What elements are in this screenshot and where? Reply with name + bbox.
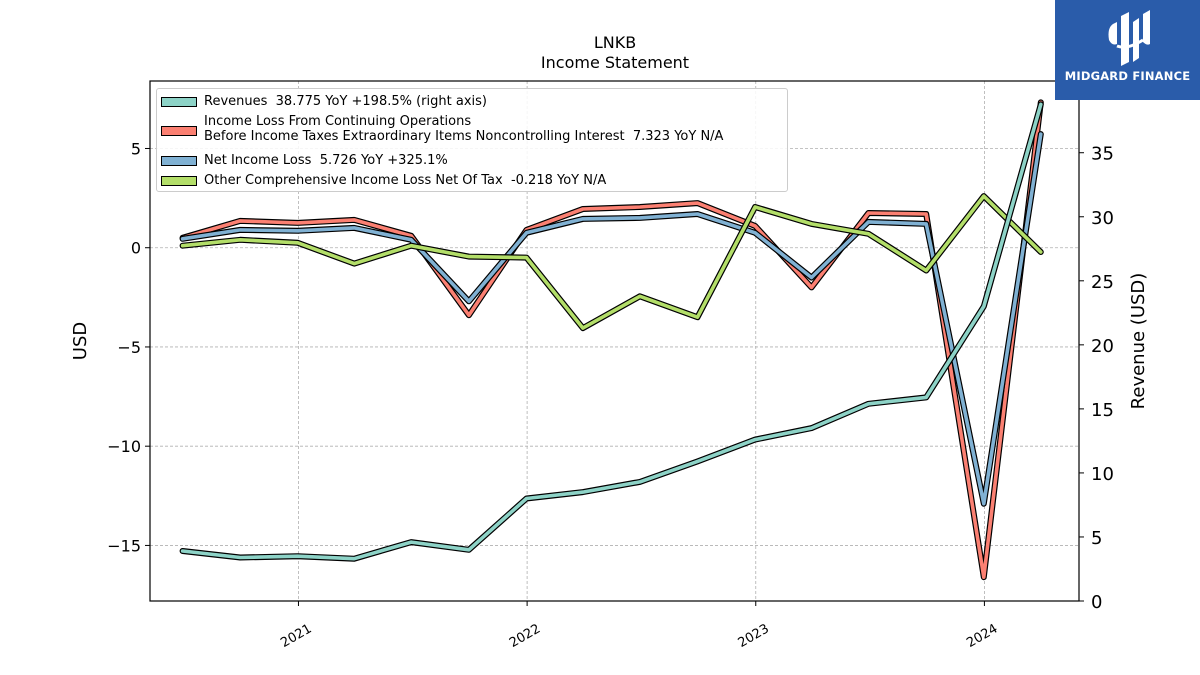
y2-tick-label: 35 — [1091, 144, 1114, 165]
legend-swatch-net-income — [161, 156, 197, 166]
plot-frame — [149, 80, 1080, 602]
y2-tick-label: 5 — [1091, 528, 1102, 549]
series-1 — [179, 99, 1044, 581]
y-tick-label: −10 — [107, 437, 141, 456]
y2-tick-label: 10 — [1091, 464, 1114, 485]
legend-label-income-loss: Income Loss From Continuing Operations B… — [204, 114, 724, 144]
series-0 — [179, 101, 1044, 562]
legend: Revenues 38.775 YoY +198.5% (right axis)… — [156, 88, 788, 192]
x-tick-label: 2023 — [736, 621, 772, 651]
logo-mark-icon — [1108, 10, 1150, 66]
legend-label-other-comprehensive: Other Comprehensive Income Loss Net Of T… — [204, 173, 607, 188]
series-line — [180, 132, 1043, 506]
y-tick-label: −15 — [107, 536, 141, 555]
legend-label-revenues: Revenues 38.775 YoY +198.5% (right axis) — [204, 94, 487, 109]
logo-text: MIDGARD FINANCE — [1064, 69, 1191, 83]
y2-tick-label: 30 — [1091, 208, 1114, 229]
series-line — [180, 194, 1043, 330]
x-tick-label: 2021 — [278, 621, 314, 651]
y-tick-label: 0 — [131, 239, 141, 258]
series-3 — [179, 193, 1044, 332]
brand-logo: MIDGARD FINANCE — [1055, 0, 1200, 100]
y-tick-label: −5 — [117, 338, 141, 357]
y2-tick-label: 25 — [1091, 272, 1114, 293]
y2-axis-label: Revenue (USD) — [1128, 273, 1149, 410]
y2-tick-label: 0 — [1091, 592, 1102, 613]
chart-title: LNKB — [594, 33, 636, 52]
x-tick-label: 2024 — [964, 621, 1000, 651]
series-line — [180, 100, 1043, 580]
y-axis-label: USD — [70, 322, 91, 360]
chart-subtitle: Income Statement — [541, 53, 689, 72]
legend-swatch-other-comprehensive — [161, 176, 197, 186]
y2-tick-label: 15 — [1091, 400, 1114, 421]
legend-swatch-income-loss — [161, 126, 197, 136]
y-tick-label: 5 — [131, 139, 141, 158]
y2-tick-label: 20 — [1091, 336, 1114, 357]
x-tick-label: 2022 — [507, 621, 543, 651]
legend-label-net-income: Net Income Loss 5.726 YoY +325.1% — [204, 153, 448, 168]
series-2 — [179, 131, 1044, 507]
legend-swatch-revenues — [161, 97, 197, 107]
series-lines — [179, 99, 1044, 581]
series-line — [180, 102, 1043, 561]
